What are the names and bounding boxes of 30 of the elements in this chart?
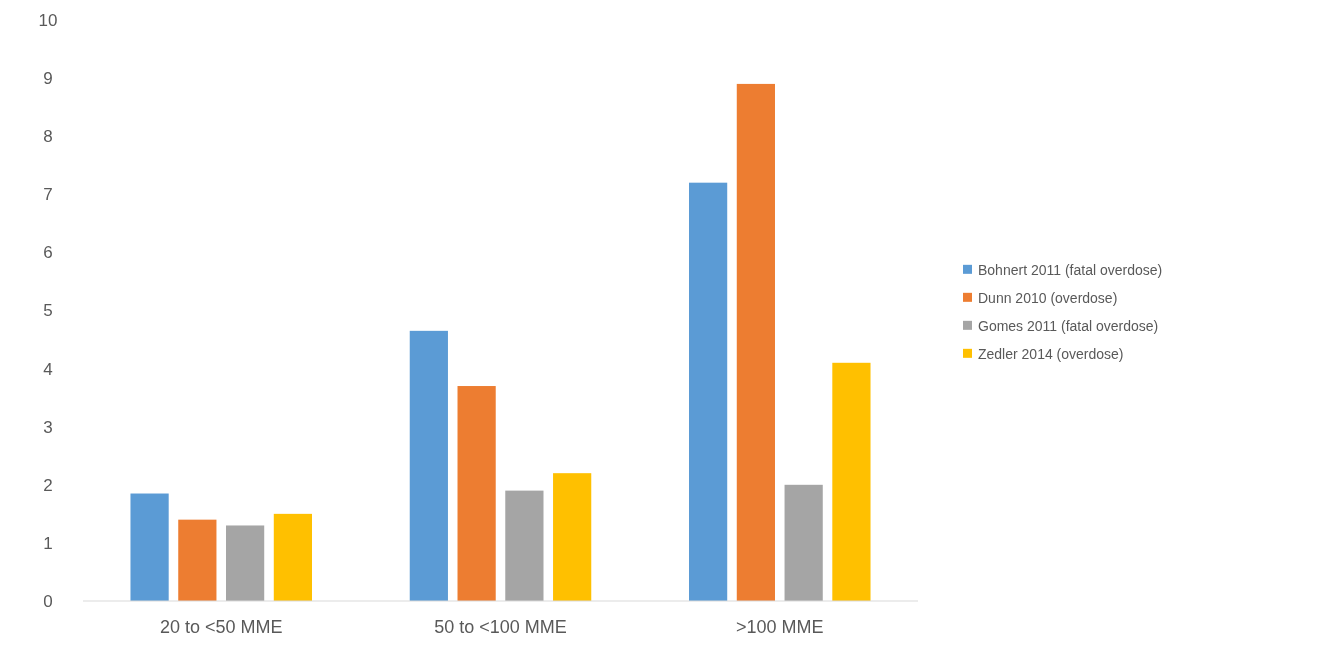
y-tick-label: 0 xyxy=(43,591,53,611)
bar xyxy=(130,493,169,601)
bar xyxy=(226,525,265,601)
x-tick-label: 20 to <50 MME xyxy=(159,617,283,637)
y-tick-label: 6 xyxy=(43,243,53,263)
y-tick-label: 10 xyxy=(38,10,58,30)
bar xyxy=(784,484,823,601)
bar xyxy=(832,362,871,601)
bar xyxy=(178,519,217,601)
bar xyxy=(457,386,496,601)
bar xyxy=(689,182,728,601)
bar xyxy=(273,513,312,601)
y-tick-label: 7 xyxy=(43,185,53,205)
y-tick-label: 8 xyxy=(43,127,53,147)
y-tick-label: 1 xyxy=(43,533,53,553)
y-tick-label: 4 xyxy=(43,359,53,379)
y-tick-label: 3 xyxy=(43,417,53,437)
legend-label: Dunn 2010 (overdose) xyxy=(978,289,1118,306)
y-tick-label: 9 xyxy=(43,69,53,89)
x-tick-label: >100 MME xyxy=(735,617,824,637)
bar xyxy=(553,473,592,601)
bar xyxy=(505,490,544,601)
bar xyxy=(736,83,775,601)
y-tick-label: 2 xyxy=(43,475,53,495)
legend-label: Gomes 2011 (fatal overdose) xyxy=(978,317,1159,334)
bar xyxy=(409,330,448,601)
y-tick-label: 5 xyxy=(43,301,53,321)
legend-label: Zedler 2014 (overdose) xyxy=(978,345,1124,362)
legend-label: Bohnert 2011 (fatal overdose) xyxy=(978,261,1163,278)
x-tick-label: 50 to <100 MME xyxy=(434,617,567,637)
